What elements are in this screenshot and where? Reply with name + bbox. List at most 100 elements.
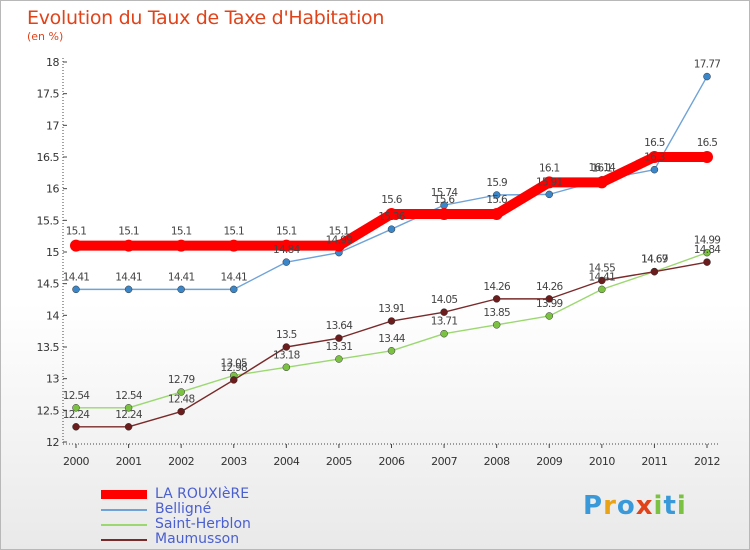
series-point-2: [124, 404, 133, 412]
data-label: 16.1: [539, 162, 560, 174]
legend-swatch: [101, 538, 147, 541]
legend-swatch: [101, 490, 147, 499]
data-label: 16.14: [589, 162, 617, 174]
series-point-0: [280, 239, 293, 252]
series-point-3: [598, 276, 606, 285]
series-point-0: [543, 176, 556, 189]
series-point-1: [124, 285, 133, 294]
series-point-2: [598, 285, 606, 294]
series-point-2: [72, 404, 80, 412]
data-label: 17.77: [694, 59, 721, 71]
x-tick-label: 2009: [536, 455, 562, 468]
series-point-0: [70, 239, 82, 252]
series-point-3: [440, 308, 448, 316]
data-label: 12.54: [63, 390, 91, 402]
axes: 12 12.5 13 13.5 14 14.5 15 15.5 16 16.5 17 17.5 18 20…: [37, 56, 721, 468]
series-point-2: [177, 388, 185, 396]
data-label: 14.41: [220, 271, 247, 283]
logo-letter: P: [583, 491, 604, 521]
x-tick-label: 2011: [641, 455, 667, 468]
series-point-2: [335, 355, 343, 363]
data-label: 14.55: [589, 263, 616, 275]
data-label: 15.74: [431, 187, 459, 199]
legend-label: LA ROUXIèRE: [155, 486, 250, 502]
data-label: 13.05: [220, 358, 247, 370]
y-tick-label: 15: [46, 246, 59, 259]
logo-letter: i: [653, 491, 664, 521]
y-tick-label: 14: [46, 309, 59, 322]
series-point-1: [545, 190, 553, 199]
data-label: 15.1: [171, 226, 192, 238]
data-label: 15.6: [381, 194, 403, 206]
legend-item: Saint-Herblon: [101, 517, 251, 532]
series-point-1: [230, 285, 238, 294]
legend-swatch: [101, 523, 147, 526]
data-label: 13.64: [326, 320, 354, 332]
series-point-1: [72, 285, 80, 294]
data-label: 16.3: [644, 152, 665, 164]
series-point-1: [177, 285, 185, 294]
data-label: 16.5: [697, 137, 718, 149]
y-tick-label: 16: [46, 183, 59, 196]
data-label: 15.1: [329, 226, 350, 238]
data-label: 13.18: [273, 349, 300, 361]
series-point-3: [124, 423, 133, 431]
logo-letter: x: [635, 491, 654, 521]
data-label: 12.98: [220, 362, 247, 374]
series-point-0: [701, 151, 713, 163]
data-label: 12.79: [168, 374, 195, 386]
data-label: 14.05: [431, 294, 458, 306]
series-point-0: [227, 239, 240, 252]
series-point-3: [492, 295, 501, 303]
data-label: 15.1: [276, 226, 297, 238]
data-label: 15.1: [118, 226, 139, 238]
series-point-2: [545, 312, 553, 320]
data-label: 15.36: [378, 211, 406, 223]
data-label: 14.99: [326, 235, 353, 247]
legend-item: Maumusson: [101, 532, 251, 547]
series-point-1: [703, 72, 711, 81]
legend-swatch: [101, 508, 147, 511]
legend: LA ROUXIèRE Belligné Saint-Herblon Maumusso…: [101, 487, 251, 547]
data-label: 14.26: [483, 281, 511, 293]
x-tick-label: 2003: [221, 455, 247, 468]
data-label: 14.84: [273, 244, 301, 256]
series-point-0: [385, 208, 398, 220]
data-label: 14.99: [694, 235, 721, 247]
series-point-0: [122, 239, 135, 252]
data-label: 14.69: [641, 254, 668, 266]
series-point-0: [438, 208, 451, 220]
series-point-3: [282, 343, 291, 351]
chart-subtitle: (en %): [27, 30, 64, 43]
series-point-0: [648, 151, 661, 163]
x-tick-label: 2004: [273, 455, 299, 468]
data-label: 13.5: [276, 329, 297, 341]
y-tick-label: 18: [46, 56, 59, 69]
series-point-2: [282, 363, 291, 372]
chart-title: Evolution du Taux de Taxe d'Habitation: [27, 7, 385, 29]
data-label: 13.71: [431, 316, 458, 328]
series-point-3: [177, 407, 185, 416]
series-line-1: [75, 75, 708, 291]
data-label: 13.44: [378, 333, 406, 345]
data-label: 15.6: [486, 194, 508, 206]
x-tick-label: 2010: [589, 455, 615, 468]
series-point-1: [282, 258, 291, 266]
legend-item: Belligné: [101, 502, 251, 517]
series-point-3: [703, 258, 711, 266]
data-label: 14.67: [641, 254, 668, 266]
data-label: 15.9: [486, 177, 507, 189]
series-point-3: [230, 376, 238, 384]
x-tick-label: 2001: [116, 455, 142, 468]
series-point-3: [335, 334, 343, 342]
logo-letter: o: [616, 491, 636, 521]
logo-letter: i: [676, 491, 687, 521]
data-label: 15.6: [434, 194, 456, 206]
series-point-2: [492, 321, 501, 329]
data-label: 16.1: [592, 162, 613, 174]
x-tick-label: 2002: [168, 455, 194, 468]
y-tick-label: 12: [46, 436, 59, 449]
data-label: 14.26: [536, 281, 564, 293]
series-point-2: [440, 329, 448, 338]
